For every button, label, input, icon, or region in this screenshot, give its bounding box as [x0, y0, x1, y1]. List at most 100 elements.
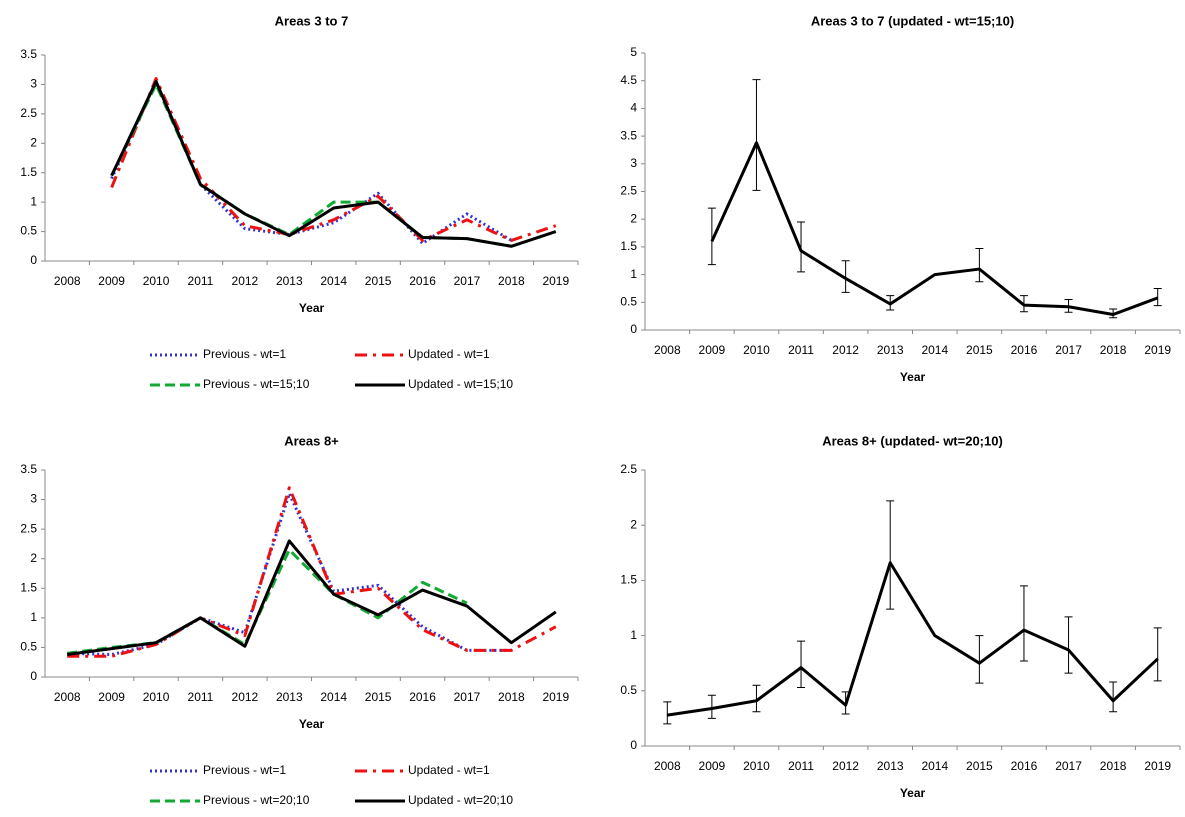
y-tick-label: 1.5 [620, 239, 637, 253]
x-tick-label: 2016 [409, 274, 436, 288]
x-tick-label: 2011 [788, 343, 814, 357]
legend-label: Updated - wt=1 [408, 347, 490, 361]
y-tick-label: 1 [30, 194, 37, 208]
x-tick-label: 2012 [232, 274, 259, 288]
error-bar [707, 694, 716, 719]
x-tick-label: 2015 [365, 274, 392, 288]
y-tick-label: 3 [30, 492, 37, 506]
x-tick-label: 2015 [966, 759, 993, 773]
x-tick-label: 2014 [921, 343, 948, 357]
error-bar [797, 640, 806, 688]
series-line [67, 539, 557, 657]
x-tick-label: 2013 [877, 343, 904, 357]
x-tick-label: 2008 [654, 343, 681, 357]
legend-label: Previous - wt=15;10 [203, 377, 310, 391]
x-tick-label: 2019 [542, 690, 569, 704]
series-line [110, 79, 557, 248]
y-tick-label: 2.5 [620, 184, 637, 198]
error-bar [707, 207, 716, 266]
y-tick-label: 0.5 [620, 683, 637, 697]
legend-label: Updated - wt=15;10 [408, 377, 513, 391]
x-tick-label: 2019 [1144, 759, 1171, 773]
series-line [710, 141, 1159, 316]
x-tick-label: 2014 [320, 274, 347, 288]
error-bar [1153, 287, 1162, 307]
x-tick-label: 2009 [699, 759, 726, 773]
y-tick-label: 2.5 [20, 106, 37, 120]
series-line [667, 561, 1159, 717]
chart-title: Areas 8+ [284, 433, 339, 448]
legend-label: Updated - wt=20;10 [408, 793, 513, 807]
y-tick-label: 2 [30, 551, 37, 565]
x-tick-label: 2017 [454, 274, 481, 288]
legend-label: Updated - wt=1 [408, 763, 490, 777]
x-tick-label: 2017 [454, 690, 481, 704]
legend-label: Previous - wt=1 [203, 763, 286, 777]
y-tick-label: 1 [30, 610, 37, 624]
x-tick-label: 2012 [832, 343, 859, 357]
x-tick-label: 2011 [188, 274, 214, 288]
error-bar [752, 79, 761, 191]
y-tick-label: 1 [630, 628, 637, 642]
error-bar [886, 500, 895, 610]
x-tick-label: 2018 [498, 274, 525, 288]
x-tick-label: 2008 [54, 690, 81, 704]
x-tick-label: 2013 [276, 274, 303, 288]
x-axis-label: Year [299, 717, 325, 731]
y-tick-label: 3.5 [20, 462, 37, 476]
y-tick-label: 0 [30, 669, 37, 683]
x-tick-label: 2019 [542, 274, 569, 288]
chart-title: Areas 3 to 7 [275, 13, 349, 28]
y-tick-label: 2 [630, 211, 637, 225]
legend-label: Previous - wt=1 [203, 347, 286, 361]
x-tick-label: 2013 [276, 690, 303, 704]
y-tick-label: 0 [30, 253, 37, 267]
y-tick-label: 4 [630, 101, 637, 115]
series-line [110, 77, 557, 242]
y-tick-label: 3 [630, 156, 637, 170]
error-bar [663, 701, 672, 725]
x-tick-label: 2016 [1011, 343, 1038, 357]
y-tick-label: 0.5 [620, 294, 637, 308]
error-bar [975, 248, 984, 283]
y-tick-label: 3.5 [620, 128, 637, 142]
x-tick-label: 2011 [188, 690, 214, 704]
x-tick-label: 2010 [143, 274, 170, 288]
x-tick-label: 2011 [788, 759, 814, 773]
series-line [67, 492, 512, 657]
x-tick-label: 2018 [1100, 759, 1127, 773]
y-tick-label: 0.5 [20, 224, 37, 238]
x-tick-label: 2008 [54, 274, 81, 288]
x-axis-label: Year [299, 301, 325, 315]
x-tick-label: 2009 [98, 274, 125, 288]
error-bar [1019, 585, 1028, 662]
y-tick-label: 2 [630, 517, 637, 531]
y-tick-label: 2.5 [20, 521, 37, 535]
x-tick-label: 2014 [320, 690, 347, 704]
error-bar [752, 684, 761, 713]
x-tick-label: 2017 [1055, 759, 1082, 773]
y-tick-label: 0 [630, 322, 637, 336]
y-tick-label: 1.5 [20, 165, 37, 179]
x-tick-label: 2012 [232, 690, 259, 704]
chart-title: Areas 8+ (updated- wt=20;10) [822, 433, 1003, 448]
x-tick-label: 2010 [743, 343, 770, 357]
error-bar [1064, 616, 1073, 674]
y-tick-label: 5 [630, 45, 637, 59]
x-tick-label: 2017 [1055, 343, 1082, 357]
x-tick-label: 2018 [498, 690, 525, 704]
x-tick-label: 2010 [143, 690, 170, 704]
error-bar [1109, 681, 1118, 713]
y-tick-label: 1 [630, 267, 637, 281]
error-bar [841, 260, 850, 293]
x-tick-label: 2016 [409, 690, 436, 704]
error-bar [1153, 627, 1162, 682]
series-line [67, 486, 557, 658]
series-line [110, 79, 513, 245]
x-tick-label: 2015 [966, 343, 993, 357]
y-tick-label: 2.5 [620, 462, 637, 476]
x-axis-label: Year [900, 786, 926, 800]
x-tick-label: 2014 [921, 759, 948, 773]
